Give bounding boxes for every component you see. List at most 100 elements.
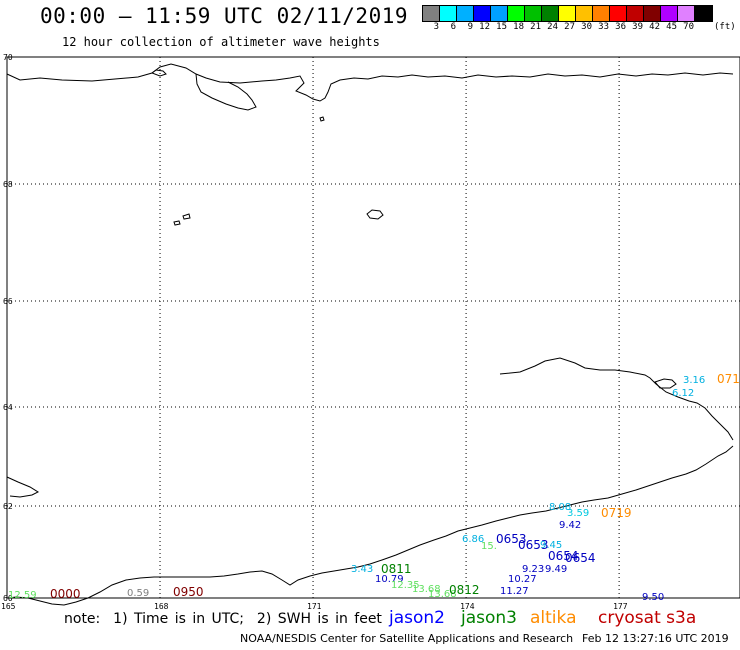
observation-label: 3.43 — [351, 564, 373, 575]
observation-label: 9.50 — [642, 592, 664, 603]
observation-label: 12.59 — [8, 590, 37, 601]
observation-label: 0719 — [601, 506, 632, 520]
footer-note: note: 1) Time is in UTC; 2) SWH is in fe… — [64, 611, 382, 627]
scale-swatch — [508, 6, 525, 21]
coastline-alaska-south — [7, 445, 734, 606]
color-scale-labels: 3 6 9 12 15 18 21 24 27 30 33 36 39 42 45 70 — [422, 22, 694, 32]
scale-swatch — [678, 6, 695, 21]
lat-lon-grid — [6, 56, 740, 599]
map-title: 00:00 – 11:59 UTC 02/11/2019 — [40, 4, 409, 28]
scale-swatch — [593, 6, 610, 21]
scale-swatch — [559, 6, 576, 21]
scale-label: 30 — [581, 22, 592, 32]
island-3 — [173, 220, 181, 226]
observation-label: 10.79 — [375, 574, 404, 585]
scale-label: 18 — [513, 22, 524, 32]
observation-label: 0653 — [518, 538, 549, 552]
observation-label: 0.59 — [127, 588, 149, 599]
coastline-arctic — [6, 63, 734, 102]
coastline-peninsula — [150, 69, 167, 77]
observation-label: 3.59 — [567, 508, 589, 519]
observation-label: 13.68 — [428, 589, 457, 600]
observation-label: 8.08 — [549, 502, 571, 513]
norton-sound-island — [654, 378, 677, 389]
island-2 — [182, 213, 191, 220]
scale-label: 27 — [564, 22, 575, 32]
scale-label: 36 — [615, 22, 626, 32]
scale-label: 42 — [649, 22, 660, 32]
coastline — [6, 63, 734, 606]
observation-label: 0812 — [449, 583, 480, 597]
observation-label: 071 — [717, 372, 740, 386]
latitude-label: 68 — [3, 180, 13, 189]
observation-label: 10.27 — [508, 574, 537, 585]
observation-label: 0000 — [50, 587, 81, 601]
scale-swatch — [695, 6, 712, 21]
scale-swatch — [491, 6, 508, 21]
observation-label: 6.12 — [672, 388, 694, 399]
scale-label: 39 — [632, 22, 643, 32]
observation-label: 9.42 — [559, 520, 581, 531]
scale-swatch — [423, 6, 440, 21]
latitude-label: 60 — [3, 594, 13, 603]
scale-swatch — [457, 6, 474, 21]
scale-swatch — [474, 6, 491, 21]
scale-label: 70 — [683, 22, 694, 32]
scale-swatch — [440, 6, 457, 21]
observation-label: 15. — [481, 541, 497, 552]
scale-label: 15 — [496, 22, 507, 32]
observation-label: 9.45 — [540, 540, 562, 551]
island-4 — [319, 116, 325, 122]
scale-swatch — [661, 6, 678, 21]
coastline-alaska — [499, 357, 734, 441]
scale-swatch — [542, 6, 559, 21]
observation-label: 0811 — [381, 562, 412, 576]
longitude-label: 165 — [1, 602, 16, 611]
observation-label: 0950 — [173, 585, 204, 599]
scale-swatch — [576, 6, 593, 21]
scale-label: 12 — [479, 22, 490, 32]
observation-label: 3.16 — [683, 375, 705, 386]
longitude-label: 174 — [460, 602, 475, 611]
scale-label: 45 — [666, 22, 677, 32]
scale-swatch — [610, 6, 627, 21]
latitude-label: 62 — [3, 502, 13, 511]
observation-label: 0653 — [496, 532, 527, 546]
observation-label: 6.86 — [462, 534, 484, 545]
scale-label: 33 — [598, 22, 609, 32]
longitude-label: 171 — [307, 602, 322, 611]
latitude-label: 66 — [3, 297, 13, 306]
scale-swatch — [525, 6, 542, 21]
scale-label: 24 — [547, 22, 558, 32]
legend-altika: altika — [530, 608, 577, 628]
scale-swatch — [627, 6, 644, 21]
island-1 — [366, 209, 384, 220]
scale-label: 9 — [467, 22, 473, 32]
scale-swatch — [644, 6, 661, 21]
scale-label: 21 — [530, 22, 541, 32]
map-frame — [6, 56, 740, 599]
scale-label: 3 — [433, 22, 439, 32]
latitude-label: 70 — [3, 53, 13, 62]
scale-label: 6 — [450, 22, 456, 32]
longitude-labels: 165 168 171 174 177 — [1, 602, 628, 611]
observation-label: 11.27 — [500, 586, 529, 597]
wave-height-color-scale — [422, 5, 713, 22]
observation-label: 9.23 — [522, 564, 544, 575]
latitude-label: 64 — [3, 403, 13, 412]
observation-label: 9.49 — [545, 564, 567, 575]
color-scale-unit: (ft) — [714, 22, 736, 32]
observation-label: 0654 — [548, 549, 579, 563]
observation-label: 12.35 — [391, 580, 420, 591]
longitude-label: 177 — [613, 602, 628, 611]
legend-jason3: jason3 — [461, 608, 517, 628]
footer-credit: NOAA/NESDIS Center for Satellite Applica… — [240, 632, 574, 645]
footer-timestamp: Feb 12 13:27:16 UTC 2019 — [582, 632, 729, 645]
longitude-label: 168 — [154, 602, 169, 611]
observation-label: 0654 — [565, 551, 596, 565]
coastline-west-fragment — [6, 476, 40, 498]
coastline-lagoon — [195, 73, 257, 111]
legend-cryosat-s3a: cryosat s3a — [598, 608, 697, 628]
